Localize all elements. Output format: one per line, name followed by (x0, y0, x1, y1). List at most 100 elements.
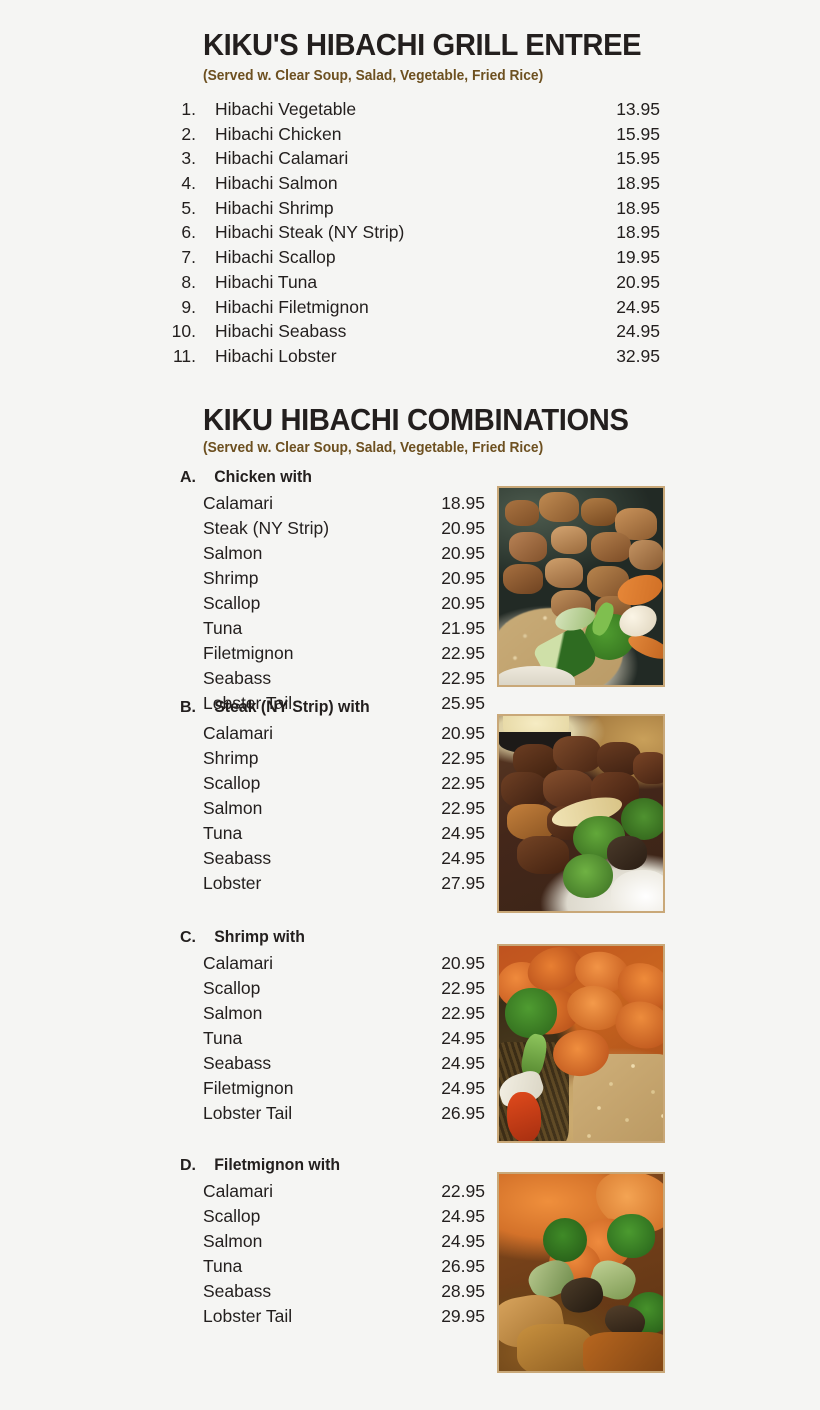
combo-item-price: 20.95 (441, 543, 485, 563)
combo-item-name: Lobster Tail (203, 693, 293, 713)
entree-row: 8. Hibachi Tuna 20.95 (150, 272, 660, 297)
combo-row: Seabass 28.95 (0, 1281, 820, 1306)
combo-block: C. Shrimp with Calamari 20.95 Scallop 22.95 Sa… (0, 928, 820, 1128)
combo-row: Shrimp 20.95 (0, 568, 820, 593)
combo-item-name: Tuna (203, 1028, 243, 1048)
combo-item-price: 27.95 (441, 873, 485, 893)
entree-number: 6. (181, 222, 196, 243)
entree-price: 15.95 (616, 123, 660, 144)
entree-number: 1. (181, 99, 196, 119)
combo-row: Scallop 22.95 (0, 773, 820, 798)
entree-price: 18.95 (616, 222, 660, 243)
entree-name: Hibachi Salmon (215, 173, 338, 194)
combo-item-price: 24.95 (441, 1053, 485, 1073)
combo-item-price: 29.95 (441, 1306, 485, 1326)
entree-name: Hibachi Steak (NY Strip) (215, 222, 405, 243)
combo-item-name: Lobster (203, 873, 262, 893)
combo-row: Calamari 18.95 (0, 493, 820, 518)
combo-item-price: 22.95 (441, 978, 485, 998)
entree-number: 8. (181, 271, 196, 292)
combo-item-price: 24.95 (441, 1231, 485, 1251)
combo-title: Shrimp with (214, 928, 305, 946)
entree-row: 1. Hibachi Vegetable 13.95 (150, 99, 660, 124)
combo-row: Salmon 22.95 (0, 1003, 820, 1028)
combo-row: Lobster 27.95 (0, 873, 820, 898)
entree-row: 9. Hibachi Filetmignon 24.95 (150, 297, 660, 322)
combo-item-price: 22.95 (441, 1181, 485, 1201)
combo-row: Seabass 24.95 (0, 1053, 820, 1078)
combo-item-name: Lobster Tail (203, 1103, 293, 1123)
combo-item-name: Scallop (203, 978, 261, 998)
combo-item-price: 22.95 (441, 773, 485, 793)
combo-row: Filetmignon 22.95 (0, 643, 820, 668)
hibachi-grill-entree-subtitle: (Served w. Clear Soup, Salad, Vegetable,… (203, 68, 544, 84)
combo-block: D. Filetmignon with Calamari 22.95 Scallop 24… (0, 1156, 820, 1331)
combo-header: B. Steak (NY Strip) with (0, 698, 820, 723)
combo-row: Lobster Tail 29.95 (0, 1306, 820, 1331)
entree-price: 13.95 (616, 99, 660, 119)
hibachi-combinations-subtitle: (Served w. Clear Soup, Salad, Vegetable,… (203, 440, 544, 456)
combo-row: Lobster Tail 26.95 (0, 1103, 820, 1128)
combo-letter: A. (180, 469, 196, 486)
combo-item-price: 20.95 (441, 568, 485, 588)
combo-item-price: 24.95 (441, 1078, 485, 1098)
entree-row: 6. Hibachi Steak (NY Strip) 18.95 (150, 222, 660, 247)
entree-price: 15.95 (616, 148, 660, 169)
entree-name: Hibachi Seabass (215, 321, 347, 342)
entree-name: Hibachi Calamari (215, 148, 349, 169)
combo-row: Salmon 24.95 (0, 1231, 820, 1256)
combo-item-name: Filetmignon (203, 643, 294, 663)
combo-item-name: Salmon (203, 1231, 263, 1251)
combo-item-name: Tuna (203, 618, 243, 638)
entree-name: Hibachi Chicken (215, 123, 342, 144)
combo-block: A. Chicken with Calamari 18.95 Steak (NY Str… (0, 468, 820, 718)
combo-row: Scallop 22.95 (0, 978, 820, 1003)
combo-item-name: Calamari (203, 723, 274, 743)
combo-row: Steak (NY Strip) 20.95 (0, 518, 820, 543)
combo-a-food-photo (497, 486, 665, 687)
combo-row: Seabass 24.95 (0, 848, 820, 873)
combo-row: Calamari 22.95 (0, 1181, 820, 1206)
combo-b-food-photo (497, 714, 665, 913)
combo-row: Calamari 20.95 (0, 723, 820, 748)
combo-item-name: Tuna (203, 823, 243, 843)
combo-row: Calamari 20.95 (0, 953, 820, 978)
combo-item-price: 26.95 (441, 1256, 485, 1276)
hibachi-entree-list: 1. Hibachi Vegetable 13.95 2. Hibachi Chicke… (150, 99, 660, 371)
combo-item-price: 25.95 (441, 693, 485, 713)
combo-item-name: Seabass (203, 1053, 272, 1073)
entree-row: 5. Hibachi Shrimp 18.95 (150, 198, 660, 223)
entree-name: Hibachi Tuna (215, 271, 318, 292)
combo-row: Scallop 24.95 (0, 1206, 820, 1231)
combo-item-price: 26.95 (441, 1103, 485, 1123)
combo-item-name: Calamari (203, 953, 274, 973)
entree-number: 9. (181, 296, 196, 317)
combo-title: Chicken with (214, 468, 312, 486)
combo-item-name: Shrimp (203, 568, 259, 588)
combo-item-price: 20.95 (441, 518, 485, 538)
combo-item-price: 22.95 (441, 1003, 485, 1023)
combo-d-food-photo (497, 1172, 665, 1373)
combo-item-name: Filetmignon (203, 1078, 294, 1098)
combo-item-price: 18.95 (441, 493, 485, 513)
entree-row: 10. Hibachi Seabass 24.95 (150, 321, 660, 346)
entree-row: 4. Hibachi Salmon 18.95 (150, 173, 660, 198)
entree-row: 3. Hibachi Calamari 15.95 (150, 148, 660, 173)
combo-item-price: 22.95 (441, 668, 485, 688)
combo-row: Scallop 20.95 (0, 593, 820, 618)
combo-row: Tuna 21.95 (0, 618, 820, 643)
combo-item-price: 20.95 (441, 953, 485, 973)
hibachi-grill-entree-title: KIKU'S HIBACHI GRILL ENTREE (203, 27, 642, 62)
entree-name: Hibachi Vegetable (215, 99, 357, 119)
combo-item-price: 24.95 (441, 1028, 485, 1048)
combo-header: C. Shrimp with (0, 928, 820, 953)
combo-item-name: Scallop (203, 593, 261, 613)
combo-item-price: 24.95 (441, 848, 485, 868)
combo-item-name: Calamari (203, 493, 274, 513)
combo-item-name: Salmon (203, 798, 263, 818)
entree-row: 2. Hibachi Chicken 15.95 (150, 124, 660, 149)
entree-number: 5. (181, 197, 196, 218)
entree-row: 11. Hibachi Lobster 32.95 (150, 346, 660, 371)
combo-item-price: 24.95 (441, 823, 485, 843)
combo-item-name: Steak (NY Strip) (203, 518, 330, 538)
